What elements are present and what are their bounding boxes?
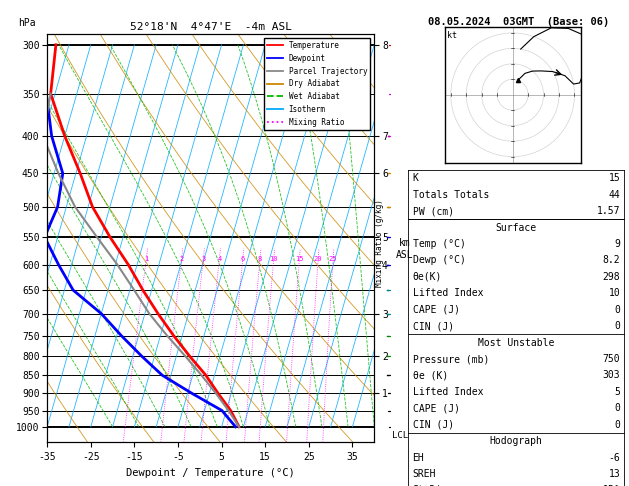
Text: 0: 0	[615, 305, 620, 315]
Text: 20: 20	[314, 257, 323, 262]
Text: 5: 5	[615, 387, 620, 397]
Text: 10: 10	[269, 257, 278, 262]
Text: Surface: Surface	[495, 223, 537, 233]
Text: CIN (J): CIN (J)	[413, 321, 454, 331]
Text: 44: 44	[608, 190, 620, 200]
Text: 0: 0	[615, 321, 620, 331]
Text: PW (cm): PW (cm)	[413, 206, 454, 216]
Text: θe (K): θe (K)	[413, 370, 448, 381]
Legend: Temperature, Dewpoint, Parcel Trajectory, Dry Adiabat, Wet Adiabat, Isotherm, Mi: Temperature, Dewpoint, Parcel Trajectory…	[264, 38, 370, 130]
X-axis label: Dewpoint / Temperature (°C): Dewpoint / Temperature (°C)	[126, 468, 295, 478]
Text: Lifted Index: Lifted Index	[413, 387, 483, 397]
Title: 52°18'N  4°47'E  -4m ASL: 52°18'N 4°47'E -4m ASL	[130, 22, 292, 32]
Text: Totals Totals: Totals Totals	[413, 190, 489, 200]
Text: 15: 15	[608, 174, 620, 183]
Text: 8.2: 8.2	[603, 256, 620, 265]
Text: 1.57: 1.57	[597, 206, 620, 216]
Text: CAPE (J): CAPE (J)	[413, 403, 460, 413]
Text: 1: 1	[144, 257, 148, 262]
Text: 10: 10	[608, 288, 620, 298]
Text: 8: 8	[258, 257, 262, 262]
Text: 750: 750	[603, 354, 620, 364]
Text: Temp (°C): Temp (°C)	[413, 239, 465, 249]
Text: 25: 25	[329, 257, 337, 262]
Y-axis label: km
ASL: km ASL	[396, 238, 413, 260]
Text: K: K	[413, 174, 418, 183]
Text: 13: 13	[608, 469, 620, 479]
Text: 6: 6	[241, 257, 245, 262]
Text: 15: 15	[295, 257, 304, 262]
Text: -6: -6	[608, 452, 620, 463]
Text: Dewp (°C): Dewp (°C)	[413, 256, 465, 265]
Text: 9: 9	[615, 239, 620, 249]
Text: SREH: SREH	[413, 469, 436, 479]
Text: Hodograph: Hodograph	[489, 436, 542, 446]
Text: 298: 298	[603, 272, 620, 282]
Text: EH: EH	[413, 452, 425, 463]
Text: 2: 2	[179, 257, 184, 262]
Text: CAPE (J): CAPE (J)	[413, 305, 460, 315]
Text: Mixing Ratio (g/kg): Mixing Ratio (g/kg)	[375, 199, 384, 287]
Text: 303: 303	[603, 370, 620, 381]
Text: Lifted Index: Lifted Index	[413, 288, 483, 298]
Text: 08.05.2024  03GMT  (Base: 06): 08.05.2024 03GMT (Base: 06)	[428, 17, 610, 27]
Text: Most Unstable: Most Unstable	[477, 338, 554, 347]
Text: 3: 3	[201, 257, 206, 262]
Text: 0: 0	[615, 403, 620, 413]
Text: LCL: LCL	[392, 431, 408, 440]
Text: θe(K): θe(K)	[413, 272, 442, 282]
Text: kt: kt	[447, 31, 457, 40]
Text: hPa: hPa	[18, 18, 35, 28]
Text: CIN (J): CIN (J)	[413, 420, 454, 430]
Text: Pressure (mb): Pressure (mb)	[413, 354, 489, 364]
Text: 4: 4	[217, 257, 221, 262]
Text: 0: 0	[615, 420, 620, 430]
